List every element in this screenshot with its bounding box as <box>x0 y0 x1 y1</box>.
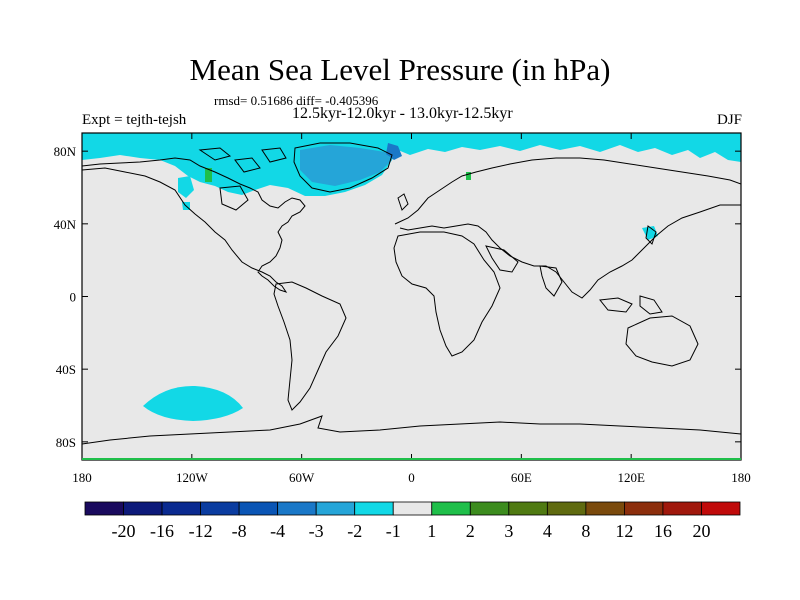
lat-tick-label: 0 <box>70 290 77 305</box>
colorbar-label: 16 <box>654 521 672 541</box>
chart-title: Mean Sea Level Pressure (in hPa) <box>189 52 611 87</box>
colorbar-swatch <box>585 501 625 516</box>
colorbar-label: 20 <box>692 521 710 541</box>
colorbar-swatch <box>431 501 471 516</box>
colorbar-label: 4 <box>543 521 552 541</box>
longitude-axis: 180 120W 60W 0 60E 120E 180 <box>72 133 751 485</box>
colorbar-label: -12 <box>189 521 213 541</box>
colorbar-swatch <box>84 501 124 516</box>
lon-tick-label: 60W <box>289 470 315 485</box>
colorbar-swatch <box>624 501 664 516</box>
experiment-label: Expt = tejth-tejsh <box>82 112 187 128</box>
colorbar-label: 12 <box>615 521 633 541</box>
lon-tick-label: 120E <box>617 470 645 485</box>
colorbar-label: 2 <box>466 521 475 541</box>
season-label: DJF <box>716 112 742 128</box>
colorbar-label: -8 <box>232 521 247 541</box>
lat-tick-label: 80S <box>56 435 76 450</box>
lat-tick-label: 40S <box>56 362 76 377</box>
anomaly-greenland-core <box>300 145 392 186</box>
colorbar-label: -1 <box>386 521 401 541</box>
colorbar-swatch <box>392 501 433 516</box>
colorbar-label: -16 <box>150 521 174 541</box>
colorbar-swatch <box>238 501 279 516</box>
colorbar-label: 3 <box>504 521 513 541</box>
colorbar-label: -20 <box>112 521 136 541</box>
lat-tick-label: 80N <box>54 144 77 159</box>
lon-tick-label: 120W <box>176 470 209 485</box>
colorbar-swatch <box>508 501 548 516</box>
colorbar-swatch <box>662 501 702 516</box>
lat-tick-label: 40N <box>54 217 77 232</box>
colorbar-label: 8 <box>581 521 590 541</box>
colorbar-swatch <box>200 501 240 516</box>
colorbar-label: -3 <box>309 521 324 541</box>
lon-tick-label: 180 <box>72 470 92 485</box>
anomaly-south-pacific <box>143 385 243 421</box>
period-line: 12.5kyr-12.0kyr - 13.0kyr-12.5kyr <box>292 105 513 122</box>
colorbar-labels: -20 -16 -12 -8 -4 -3 -2 -1 1 2 3 4 8 12 16 20 <box>112 521 711 541</box>
anomaly-greenland-inner <box>386 143 402 160</box>
colorbar-swatch <box>469 501 510 516</box>
coastlines <box>82 142 741 445</box>
stats-line: rmsd= 0.51686 diff= -0.405396 <box>214 93 379 108</box>
colorbar-label: -4 <box>270 521 285 541</box>
colorbar-swatch <box>277 501 317 516</box>
lon-tick-label: 60E <box>511 470 532 485</box>
colorbar-swatch <box>315 501 356 516</box>
latitude-axis: 80N 40N 0 40S 80S <box>54 144 741 450</box>
lon-tick-label: 180 <box>731 470 751 485</box>
colorbar-label: -2 <box>347 521 362 541</box>
anomaly-arctic-band <box>82 133 741 196</box>
lon-tick-label: 0 <box>408 470 415 485</box>
colorbar-swatch <box>354 501 394 516</box>
colorbar-swatch <box>161 501 201 516</box>
colorbar-swatch <box>546 501 587 516</box>
colorbar <box>84 501 741 516</box>
anomaly-positive-spot <box>205 168 212 182</box>
colorbar-swatch <box>701 501 741 516</box>
colorbar-label: 1 <box>427 521 436 541</box>
colorbar-swatch <box>123 501 163 516</box>
anomaly-canada-spot <box>178 176 194 198</box>
